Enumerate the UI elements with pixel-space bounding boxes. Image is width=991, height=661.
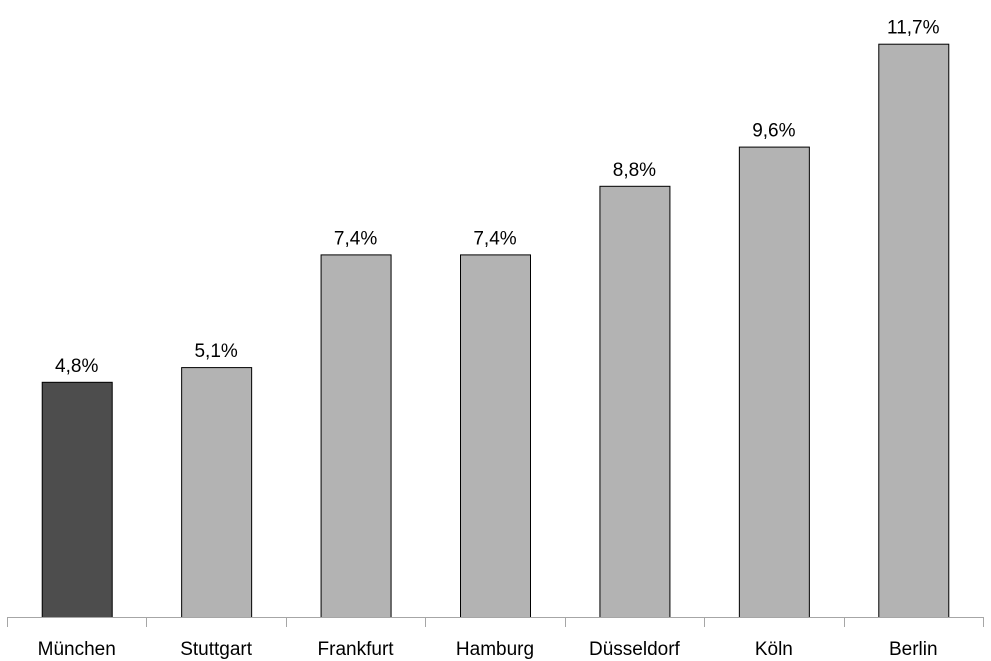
category-labels-group: München Stuttgart Frankfurt Hamburg Düsseldo… bbox=[38, 639, 938, 660]
category-label-köln: Köln bbox=[755, 639, 793, 660]
bar-stuttgart bbox=[181, 367, 253, 618]
category-label-münchen: München bbox=[38, 639, 116, 660]
category-label-berlin: Berlin bbox=[889, 639, 938, 660]
category-label-stuttgart: Stuttgart bbox=[180, 639, 253, 660]
bar-berlin bbox=[878, 43, 950, 618]
data-label-hamburg: 7,4% bbox=[473, 228, 516, 249]
bar-münchen bbox=[41, 381, 113, 618]
data-label-köln: 9,6% bbox=[752, 121, 795, 142]
category-label-frankfurt: Frankfurt bbox=[318, 639, 395, 660]
x-axis-ticks-group bbox=[7, 617, 984, 627]
bar-frankfurt bbox=[320, 254, 392, 618]
data-label-stuttgart: 5,1% bbox=[194, 341, 237, 362]
category-label-düsseldorf: Düsseldorf bbox=[589, 639, 681, 660]
data-label-münchen: 4,8% bbox=[55, 356, 98, 377]
bar-köln bbox=[738, 146, 810, 618]
data-labels-group: 4,8% 5,1% 7,4% 7,4% 8,8% 9,6% 11,7% bbox=[55, 18, 940, 377]
data-label-düsseldorf: 8,8% bbox=[613, 160, 656, 181]
data-label-berlin: 11,7% bbox=[887, 18, 940, 39]
bar-düsseldorf bbox=[599, 185, 671, 619]
data-label-frankfurt: 7,4% bbox=[334, 228, 377, 249]
bar-hamburg bbox=[460, 254, 531, 618]
bars-group bbox=[41, 43, 950, 619]
category-label-hamburg: Hamburg bbox=[456, 639, 534, 660]
